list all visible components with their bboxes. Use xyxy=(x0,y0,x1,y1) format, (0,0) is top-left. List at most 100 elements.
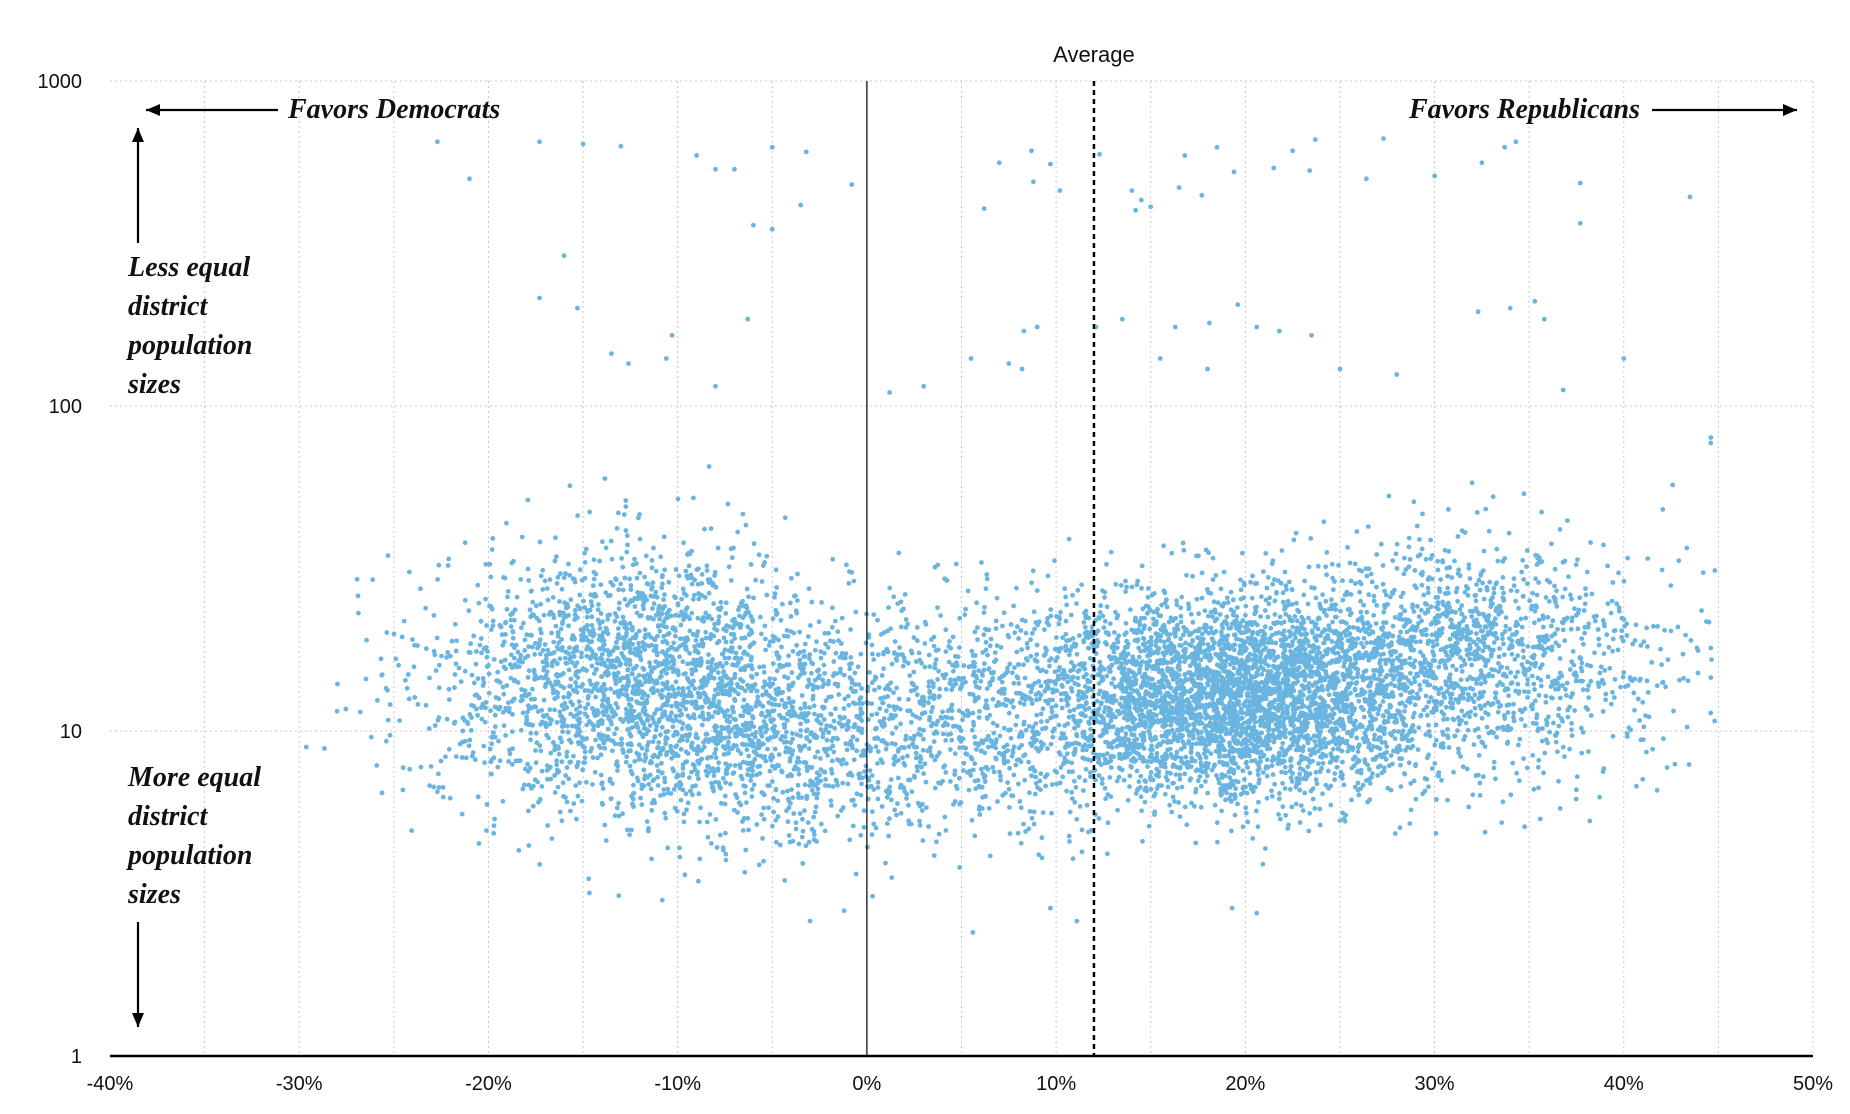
scatter-point xyxy=(659,649,665,655)
scatter-point xyxy=(620,747,626,753)
scatter-point xyxy=(385,553,391,558)
scatter-point xyxy=(903,617,909,622)
scatter-point xyxy=(684,738,690,743)
scatter-point xyxy=(1036,852,1042,858)
scatter-point xyxy=(906,802,911,808)
scatter-point xyxy=(556,769,562,774)
scatter-point xyxy=(751,724,757,730)
scatter-point xyxy=(986,627,992,633)
scatter-point xyxy=(1243,805,1249,811)
scatter-point xyxy=(1019,695,1025,701)
scatter-point xyxy=(904,791,910,797)
scatter-point xyxy=(459,755,465,760)
scatter-point xyxy=(1064,751,1070,756)
scatter-point xyxy=(1079,827,1085,833)
scatter-point xyxy=(610,781,615,786)
scatter-point xyxy=(892,707,898,712)
scatter-point xyxy=(614,526,620,531)
scatter-point xyxy=(922,664,928,670)
scatter-point xyxy=(576,699,582,704)
scatter-point xyxy=(602,476,608,481)
scatter-point xyxy=(764,553,770,559)
scatter-point xyxy=(839,615,845,621)
scatter-point xyxy=(716,614,722,619)
scatter-point xyxy=(638,795,643,801)
scatter-point xyxy=(1034,712,1040,718)
scatter-point xyxy=(943,686,949,692)
scatter-point xyxy=(1032,768,1038,774)
scatter-point xyxy=(777,662,783,668)
scatter-point xyxy=(509,729,515,734)
scatter-point xyxy=(725,501,731,507)
scatter-point xyxy=(699,572,705,577)
scatter-point xyxy=(645,743,650,749)
scatter-point xyxy=(680,687,686,692)
scatter-point xyxy=(785,788,790,794)
scatter-point xyxy=(627,662,633,667)
scatter-point xyxy=(737,645,743,650)
scatter-point xyxy=(433,668,439,673)
scatter-point xyxy=(759,790,765,795)
scatter-point xyxy=(714,845,720,850)
scatter-point xyxy=(927,688,933,694)
scatter-point xyxy=(706,737,712,742)
scatter-point xyxy=(1214,773,1219,778)
scatter-point xyxy=(647,679,653,685)
scatter-point xyxy=(668,743,674,749)
scatter-point xyxy=(654,707,660,713)
scatter-point xyxy=(1179,784,1185,790)
scatter-point xyxy=(620,614,626,620)
scatter-point xyxy=(884,821,890,826)
scatter-point xyxy=(589,705,595,711)
scatter-point xyxy=(507,751,513,757)
scatter-point xyxy=(712,751,717,756)
scatter-point xyxy=(456,665,462,671)
scatter-point xyxy=(649,669,654,675)
scatter-point xyxy=(626,643,631,649)
scatter-point xyxy=(917,715,922,721)
scatter-point xyxy=(834,778,839,784)
scatter-point xyxy=(595,755,600,761)
scatter-point xyxy=(723,830,728,836)
scatter-point xyxy=(487,561,493,567)
scatter-point xyxy=(795,598,800,603)
scatter-point xyxy=(688,788,693,794)
scatter-point xyxy=(1345,748,1351,754)
scatter-point xyxy=(466,743,472,749)
scatter-point xyxy=(851,724,857,730)
scatter-point xyxy=(446,686,452,692)
scatter-point xyxy=(1052,646,1058,652)
scatter-point xyxy=(766,710,772,715)
scatter-point xyxy=(958,728,964,733)
scatter-point xyxy=(807,705,812,710)
scatter-point xyxy=(773,702,778,708)
scatter-point xyxy=(982,773,988,779)
scatter-point xyxy=(584,736,590,741)
scatter-point xyxy=(443,754,448,760)
scatter-point xyxy=(1039,835,1045,841)
scatter-point xyxy=(418,586,423,592)
scatter-point xyxy=(497,758,503,764)
scatter-point xyxy=(855,664,861,670)
scatter-point xyxy=(508,652,514,658)
scatter-point xyxy=(593,656,599,661)
scatter-point xyxy=(685,725,691,731)
scatter-point xyxy=(702,692,708,698)
scatter-point xyxy=(639,786,645,791)
scatter-point xyxy=(1293,801,1299,807)
scatter-point xyxy=(685,699,690,705)
scatter-point xyxy=(797,661,803,667)
scatter-point xyxy=(773,839,779,845)
scatter-point xyxy=(496,738,501,744)
scatter-point xyxy=(530,644,535,650)
scatter-point xyxy=(599,634,605,640)
scatter-point xyxy=(504,606,510,612)
scatter-point xyxy=(874,711,880,717)
scatter-point xyxy=(767,676,773,682)
scatter-point xyxy=(735,529,740,535)
scatter-point xyxy=(476,841,482,846)
scatter-point xyxy=(728,677,734,682)
scatter-point xyxy=(685,800,691,806)
scatter-point xyxy=(659,770,665,776)
scatter-point xyxy=(407,766,413,772)
